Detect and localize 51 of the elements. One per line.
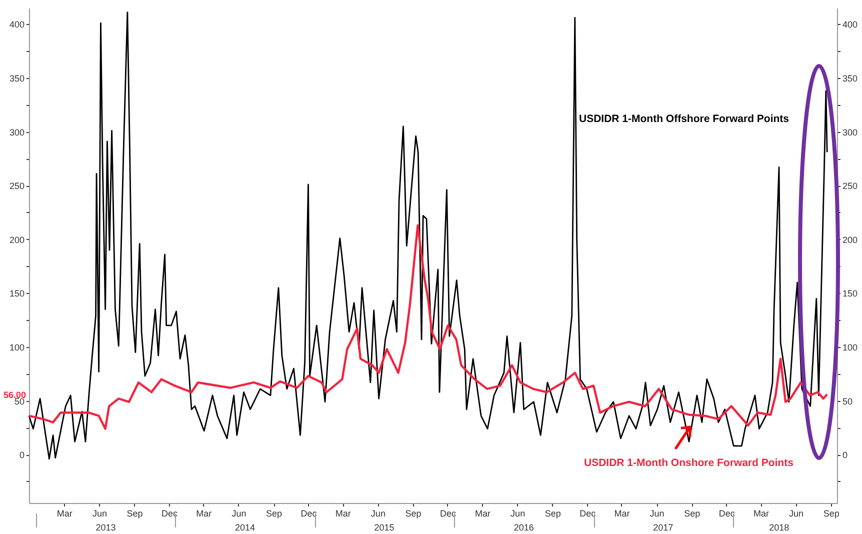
x-tick-label: Sep: [126, 508, 143, 518]
x2-tick-label: 2015: [374, 522, 394, 532]
x-tick-label: Jun: [650, 508, 664, 518]
x2-tick-label: 2016: [514, 522, 534, 532]
y2-tick-label: 350: [842, 73, 858, 84]
y2-tick-label: 150: [842, 288, 858, 299]
x-tick-label: Dec: [440, 508, 456, 518]
x-tick-label: Sep: [544, 508, 561, 518]
y2-tick-label: 50: [842, 396, 853, 406]
y-tick-label: 0: [19, 450, 24, 460]
y2-tick-label: 250: [842, 181, 858, 192]
x-tick-label: Mar: [335, 508, 351, 518]
y2-tick-label: 300: [842, 127, 858, 138]
y-tick-label: 300: [9, 127, 24, 138]
y2-tick-label: 400: [842, 20, 858, 30]
x-tick-label: Dec: [580, 508, 596, 518]
y2-tick-label: 100: [842, 342, 858, 352]
text: 56.00: [3, 390, 26, 400]
y-tick-label: 250: [9, 181, 24, 192]
x-tick-label: Dec: [162, 508, 178, 518]
x-tick-label: Dec: [300, 508, 318, 518]
x-tick-label: Mar: [614, 508, 630, 518]
series-label: USDIDR 1-Month Offshore Forward Points: [579, 113, 790, 125]
x2-tick-label: 2014: [235, 522, 256, 532]
x-tick-label: Dec: [718, 508, 736, 518]
x-tick-label: Mar: [753, 508, 769, 518]
x2-tick-label: 2013: [96, 522, 116, 532]
y-tick-label: 400: [9, 20, 24, 30]
x2-tick-label: 2017: [653, 522, 674, 532]
line-series: [28, 12, 828, 460]
x-tick-label: Mar: [196, 508, 212, 518]
y-tick-label: 200: [9, 234, 24, 245]
x-tick-label: Jun: [92, 508, 107, 518]
y-tick-label: 350: [9, 73, 24, 84]
y2-tick-label: 200: [842, 234, 858, 245]
x2-tick-label: 2018: [769, 522, 790, 532]
x-tick-label: Sep: [684, 508, 700, 518]
x-tick-label: Jun: [510, 508, 526, 518]
y-tick-label: 100: [9, 342, 24, 352]
x-tick-label: Jun: [789, 508, 804, 518]
x-tick-label: Jun: [232, 508, 246, 518]
line-series: [28, 224, 828, 430]
x-tick-label: Jun: [370, 508, 386, 518]
x-tick-label: Mar: [474, 508, 490, 518]
x-tick-label: Mar: [56, 508, 72, 518]
y-tick-label: 150: [9, 288, 24, 299]
x-tick-label: Sep: [405, 508, 422, 518]
x-tick-label: Sep: [823, 508, 840, 518]
x-tick-label: Sep: [266, 508, 282, 518]
y2-tick-label: 0: [842, 450, 848, 460]
text: USDIDR 1-Month Onshore Forward Points: [584, 457, 794, 469]
